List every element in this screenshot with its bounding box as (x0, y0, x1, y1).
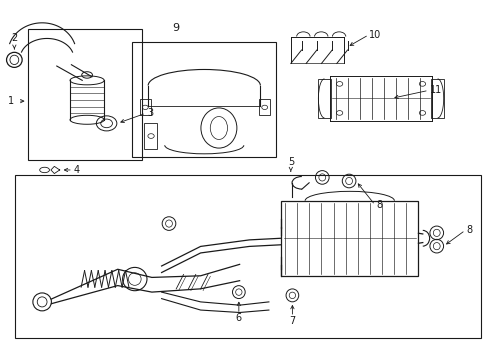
Text: 8: 8 (375, 200, 382, 210)
Bar (317, 79, 330, 118)
Bar (132, 42, 276, 157)
Bar (15, 175, 480, 338)
Text: 4: 4 (74, 165, 80, 175)
Bar (139, 99, 151, 115)
Bar (143, 123, 157, 149)
Text: 1: 1 (8, 96, 15, 106)
Text: 9: 9 (172, 23, 179, 33)
Text: 11: 11 (429, 85, 441, 95)
Text: 7: 7 (289, 316, 295, 327)
Text: 8: 8 (466, 225, 471, 235)
Text: 6: 6 (235, 313, 242, 323)
Bar (27, 30, 142, 160)
Bar (281, 201, 418, 276)
Text: 10: 10 (368, 30, 380, 40)
Text: 3: 3 (147, 108, 153, 118)
Text: 2: 2 (11, 33, 18, 43)
Bar (259, 99, 270, 115)
Bar (430, 79, 444, 118)
Text: 5: 5 (287, 157, 293, 167)
